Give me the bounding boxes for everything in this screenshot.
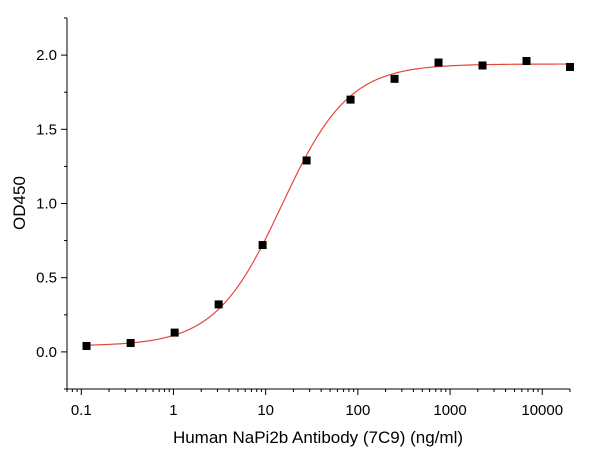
- data-point: [170, 328, 179, 337]
- data-point: [390, 74, 399, 83]
- x-ticks: 0.1 1 10 100 1000 10000: [66, 389, 571, 419]
- y-tick-label: 0.5: [36, 270, 57, 287]
- data-point: [522, 57, 531, 66]
- x-axis-title: Human NaPi2b Antibody (7C9) (ng/ml): [173, 428, 463, 447]
- x-tick-label: 10: [257, 402, 274, 419]
- y-tick-label: 2.0: [36, 47, 57, 64]
- data-point: [566, 62, 574, 71]
- x-tick-label: 0.1: [71, 402, 92, 419]
- y-axis-title: OD450: [10, 176, 29, 230]
- data-point: [126, 338, 135, 347]
- data-point: [82, 341, 91, 350]
- plot-area: 0.0 0.5 1.0 1.5 2.0 0.1 1 10 100 1000 10000: [36, 17, 574, 419]
- data-markers: [82, 57, 574, 350]
- y-tick-label: 0.0: [36, 344, 57, 361]
- y-tick-label: 1.5: [36, 121, 57, 138]
- y-ticks: 0.0 0.5 1.0 1.5 2.0: [36, 17, 67, 390]
- data-point: [258, 241, 267, 250]
- x-tick-label: 100: [345, 402, 370, 419]
- fit-curve: [86, 63, 571, 346]
- x-tick-label: 1000: [433, 402, 466, 419]
- data-point: [434, 58, 443, 67]
- x-tick-label: 1: [169, 402, 177, 419]
- y-tick-label: 1.0: [36, 196, 57, 213]
- data-point: [214, 300, 223, 309]
- data-point: [478, 61, 487, 70]
- x-tick-label: 10000: [521, 402, 563, 419]
- data-point: [346, 95, 355, 104]
- data-point: [302, 156, 311, 165]
